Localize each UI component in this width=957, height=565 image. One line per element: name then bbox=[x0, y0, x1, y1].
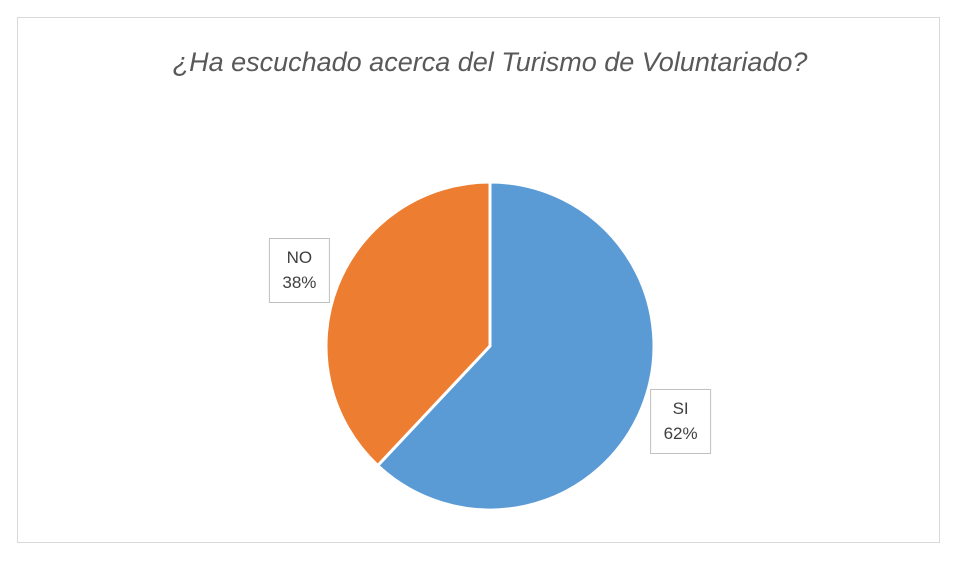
pie-slice bbox=[376, 180, 656, 512]
label-box bbox=[268, 238, 330, 304]
label-value: 38% bbox=[282, 273, 316, 292]
label-category: SI bbox=[673, 399, 689, 418]
chart-title: ¿Ha escuchado acerca del Turismo de Volu… bbox=[173, 47, 808, 77]
label-value: 62% bbox=[664, 424, 698, 443]
pie-slice bbox=[324, 180, 492, 468]
data-label: NO 38% bbox=[268, 238, 330, 304]
data-label: SI 62% bbox=[650, 388, 712, 454]
label-category: NO bbox=[287, 248, 313, 267]
label-box bbox=[650, 388, 712, 454]
